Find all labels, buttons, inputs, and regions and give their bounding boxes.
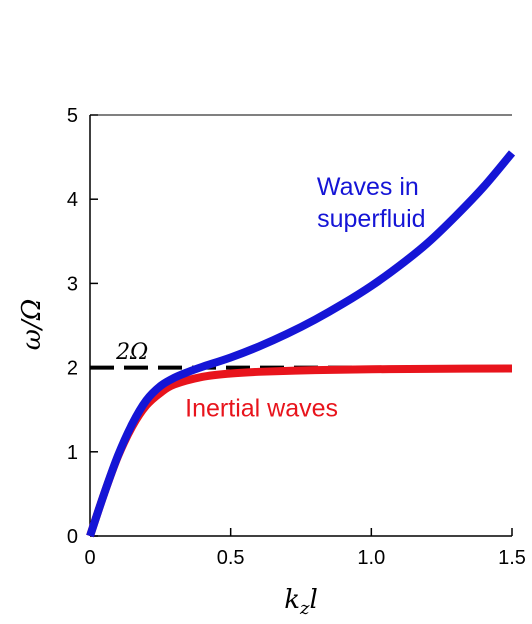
y-tick-label: 5 (67, 105, 78, 127)
x-tick-label: 0.5 (217, 547, 245, 569)
x-axis-title-main: k (284, 585, 300, 615)
axes (89, 114, 512, 537)
series-layer (86, 150, 516, 538)
y-axis-title: ω/Ω (17, 299, 47, 351)
x-axis-title-subscript: z (299, 598, 310, 619)
x-axis-title: kzl (284, 585, 318, 619)
x-tick-label: 1.5 (498, 547, 526, 569)
annotations: Waves in superfluid Inertial waves 2Ω (115, 173, 426, 422)
annotation-waves-in-superfluid: Waves in superfluid (317, 173, 426, 233)
series-waves-in-superfluid-line (86, 150, 516, 538)
y-tick-label: 1 (67, 442, 78, 464)
x-tick-label: 0 (84, 547, 95, 569)
x-tick-label: 1.0 (357, 547, 385, 569)
y-axis-ticks: 0 1 2 3 4 5 (67, 105, 98, 548)
y-tick-label: 0 (67, 526, 78, 548)
x-axis-title-tail: l (309, 585, 317, 615)
annotation-waves-in-superfluid-line2: superfluid (317, 205, 425, 233)
y-tick-label: 3 (67, 273, 78, 295)
y-tick-label: 4 (67, 189, 78, 211)
annotation-two-omega: 2Ω (115, 340, 148, 365)
annotation-waves-in-superfluid-line1: Waves in (317, 173, 419, 201)
x-axis-ticks: 0 0.5 1.0 1.5 (84, 528, 526, 569)
annotation-inertial-waves: Inertial waves (185, 394, 338, 422)
y-tick-label: 2 (67, 358, 78, 380)
